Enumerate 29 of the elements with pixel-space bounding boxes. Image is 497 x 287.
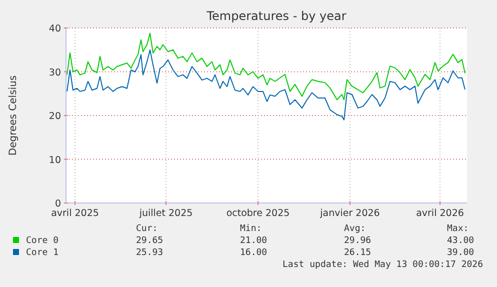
text: 39.00 (447, 248, 474, 258)
text: 29.65 (136, 236, 164, 246)
y-axis-title: Degrees Celsius (8, 75, 19, 156)
text: Avg: (344, 224, 366, 234)
y-tick-label: 20 (48, 111, 61, 122)
chart-title: Temperatures - by year (206, 9, 346, 23)
x-tick-label: janvier 2026 (319, 208, 380, 219)
text: 26.15 (344, 248, 372, 258)
text: 21.00 (240, 236, 268, 246)
y-tick-label: 0 (54, 198, 61, 210)
line-series (66, 49, 466, 120)
text: Max: (447, 224, 469, 234)
x-tick-label: avril 2026 (416, 208, 464, 219)
line-series (66, 32, 466, 100)
text: 16.00 (240, 248, 268, 258)
y-tick-label: 30 (48, 67, 61, 78)
text: 29.96 (344, 236, 372, 246)
legend-label: Core 1 (26, 248, 59, 258)
y-tick-label: 10 (48, 154, 61, 166)
legend-label: Core 0 (26, 236, 59, 246)
x-tick-label: juillet 2025 (138, 208, 193, 219)
text: Cur: (136, 224, 158, 234)
text: 43.00 (447, 236, 474, 246)
text: Min: (240, 224, 262, 234)
text: Last update: Wed May 13 00:00:17 2026 (282, 260, 483, 270)
x-tick-label: avril 2025 (51, 208, 99, 219)
text: 25.93 (136, 248, 164, 258)
y-tick-label: 40 (48, 24, 61, 34)
x-tick-label: octobre 2025 (226, 208, 290, 219)
